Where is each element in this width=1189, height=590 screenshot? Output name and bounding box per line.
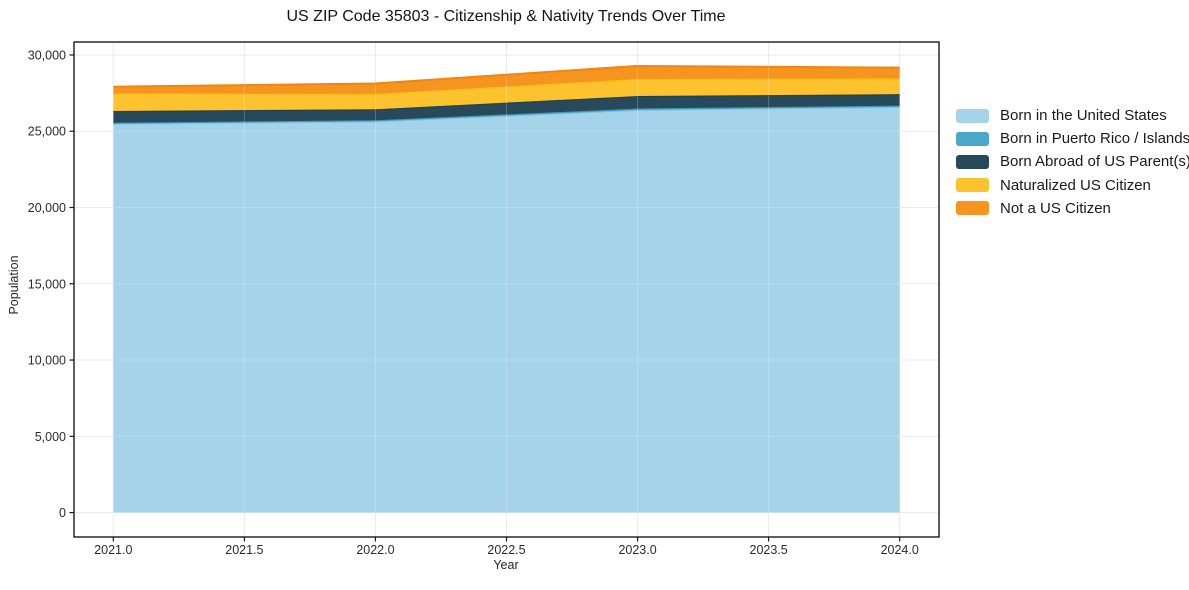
y-tick-label: 5,000 [35, 430, 66, 444]
legend-label: Naturalized US Citizen [1000, 176, 1151, 194]
x-tick-label: 2024.0 [881, 543, 919, 557]
legend: Born in the United States Born in Puerto … [956, 104, 1189, 220]
legend-label: Born in Puerto Rico / Islands [1000, 130, 1189, 148]
area-series-4 [113, 65, 900, 94]
area-series-0 [113, 106, 900, 513]
x-tick-label: 2022.5 [487, 543, 525, 557]
x-tick-label: 2023.0 [618, 543, 656, 557]
chart-title: US ZIP Code 35803 - Citizenship & Nativi… [286, 8, 726, 25]
y-tick-label: 15,000 [28, 277, 66, 291]
y-tick-label: 10,000 [28, 354, 66, 368]
x-tick-label: 2021.5 [225, 543, 263, 557]
x-axis-label: Year [493, 558, 519, 572]
legend-label: Not a US Citizen [1000, 199, 1111, 217]
x-tick-label: 2023.5 [750, 543, 788, 557]
legend-label: Born Abroad of US Parent(s) [1000, 153, 1189, 171]
tick-marks [69, 54, 901, 542]
legend-swatch-icon [956, 201, 989, 216]
y-tick-label: 0 [59, 506, 66, 520]
area-series-2 [113, 94, 900, 123]
gridlines-overlay [113, 65, 900, 513]
legend-item-2: Born Abroad of US Parent(s) [956, 150, 1189, 173]
x-tick-label: 2022.0 [356, 543, 394, 557]
legend-item-0: Born in the United States [956, 104, 1189, 127]
y-tick-label: 25,000 [28, 125, 66, 139]
y-axis-label: Population [7, 255, 21, 315]
area-edge-4 [113, 64, 900, 88]
legend-swatch-icon [956, 154, 989, 169]
area-series-3 [113, 78, 900, 111]
y-tick-label: 30,000 [28, 48, 66, 62]
x-tick-label: 2021.0 [94, 543, 132, 557]
legend-swatch-icon [956, 108, 989, 123]
legend-label: Born in the United States [1000, 107, 1167, 125]
legend-item-4: Not a US Citizen [956, 197, 1189, 220]
legend-swatch-icon [956, 178, 989, 193]
legend-item-1: Born in Puerto Rico / Islands [956, 127, 1189, 150]
y-tick-label: 20,000 [28, 201, 66, 215]
legend-item-3: Naturalized US Citizen [956, 174, 1189, 197]
legend-swatch-icon [956, 131, 989, 146]
